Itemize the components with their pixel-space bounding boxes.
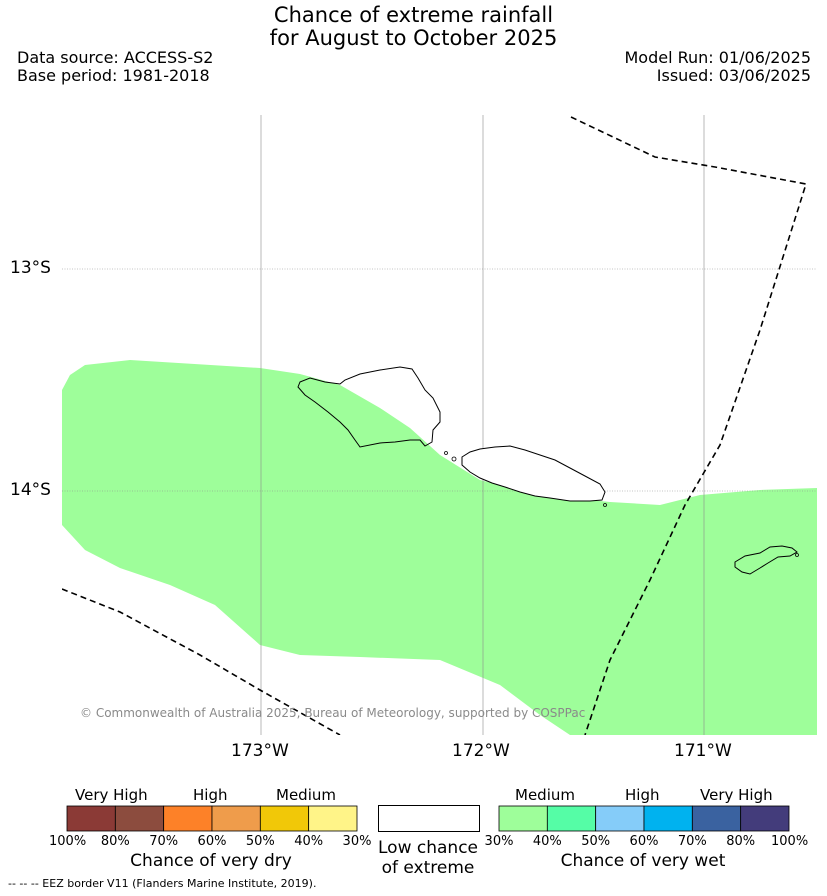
dry-swatch-0 xyxy=(66,805,116,832)
savaii-island xyxy=(297,366,441,448)
issued-label: Issued: 03/06/2025 xyxy=(656,66,811,85)
wet-swatch-1 xyxy=(546,805,597,832)
wet-swatch-4 xyxy=(691,805,742,832)
model-run-label: Model Run: 01/06/2025 xyxy=(624,48,812,67)
wet-chance-region xyxy=(62,360,817,735)
wet-very-high-header: Very High xyxy=(700,786,773,804)
lon-label-173w: 173°W xyxy=(231,741,289,761)
dry-colorbar xyxy=(66,805,358,832)
dry-swatch-2 xyxy=(163,805,213,832)
data-source-label: Data source: ACCESS-S2 xyxy=(17,48,214,67)
base-period-label: Base period: 1981-2018 xyxy=(17,66,210,85)
dry-tick-label: 30% xyxy=(342,834,372,849)
wet-swatch-3 xyxy=(643,805,693,832)
wet-swatch-2 xyxy=(595,805,645,832)
low-chance-caption-line2: of extreme xyxy=(381,858,475,878)
wet-tick-label: 60% xyxy=(629,834,659,849)
dry-very-high-header: Very High xyxy=(75,786,148,804)
dry-tick-label: 60% xyxy=(197,834,227,849)
upolu-island xyxy=(461,445,606,502)
low-chance-caption-line1: Low chance xyxy=(378,838,478,858)
tutuila-island xyxy=(734,545,798,575)
wet-colorbar xyxy=(498,805,790,832)
dry-tick-label: 100% xyxy=(49,834,87,849)
eez-footnote: -- -- -- EEZ border V11 (Flanders Marine… xyxy=(8,877,317,890)
wet-tick-label: 40% xyxy=(532,834,562,849)
lon-label-172w: 172°W xyxy=(452,741,510,761)
dry-tick-label: 50% xyxy=(245,834,275,849)
dry-tick-label: 80% xyxy=(100,834,130,849)
wet-swatch-0 xyxy=(498,805,548,832)
wet-tick-label: 100% xyxy=(771,834,809,849)
wet-caption: Chance of very wet xyxy=(560,851,726,871)
graticule xyxy=(62,115,817,735)
wet-high-header: High xyxy=(625,786,660,804)
lat-label-13s: 13°S xyxy=(10,258,51,278)
lat-label-14s: 14°S xyxy=(10,480,51,500)
dry-tick-label: 70% xyxy=(149,834,179,849)
wet-tick-label: 30% xyxy=(484,834,514,849)
wet-tick-label: 80% xyxy=(726,834,756,849)
low-chance-swatch xyxy=(378,805,480,832)
wet-swatch-5 xyxy=(740,805,790,832)
lon-label-171w: 171°W xyxy=(674,741,732,761)
eez-border xyxy=(62,116,808,735)
dry-tick-label: 40% xyxy=(294,834,324,849)
dry-caption: Chance of very dry xyxy=(130,851,292,871)
dry-swatch-1 xyxy=(114,805,165,832)
dry-swatch-5 xyxy=(308,805,358,832)
dry-medium-header: Medium xyxy=(276,786,336,804)
dry-swatch-3 xyxy=(211,805,261,832)
map-title-line1: Chance of extreme rainfall xyxy=(273,3,554,27)
dry-swatch-4 xyxy=(259,805,310,832)
copyright-notice: © Commonwealth of Australia 2025, Bureau… xyxy=(80,706,586,720)
map-title-line2: for August to October 2025 xyxy=(269,26,558,50)
wet-tick-label: 70% xyxy=(677,834,707,849)
dry-high-header: High xyxy=(193,786,228,804)
wet-medium-header: Medium xyxy=(515,786,575,804)
wet-tick-label: 50% xyxy=(581,834,611,849)
